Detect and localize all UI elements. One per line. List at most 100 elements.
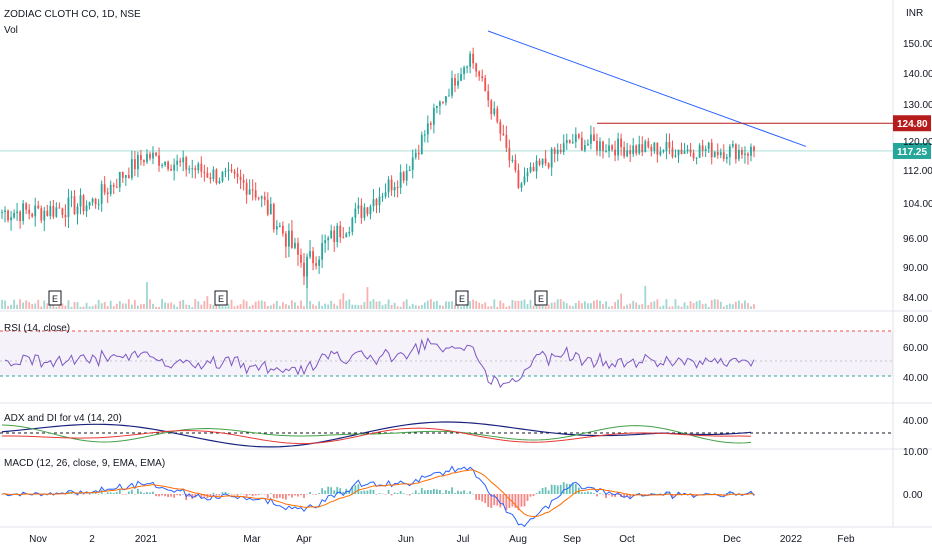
candle-body [91, 198, 94, 203]
volume-bar [550, 302, 553, 309]
macd-histogram-bar [179, 494, 182, 496]
volume-bar [623, 306, 626, 309]
macd-histogram-bar [369, 489, 372, 494]
candle-body [236, 173, 239, 177]
volume-bar [722, 306, 725, 309]
candle-body [668, 141, 671, 148]
rsi-pane [4, 337, 755, 388]
volume-bar [653, 301, 656, 309]
volume-bar [318, 301, 321, 309]
candle-body [164, 161, 166, 165]
volume-bar [185, 304, 188, 309]
candle-body [25, 203, 28, 210]
volume-bar [152, 303, 154, 309]
volume-bar [43, 300, 46, 309]
volume-bar [85, 302, 88, 309]
macd-histogram-bar [381, 493, 384, 495]
macd-pane [1, 465, 755, 528]
volume-bar [64, 305, 67, 309]
candle-body [351, 217, 354, 232]
volume-bar [103, 302, 106, 309]
candle-body [454, 78, 456, 86]
volume-bar [435, 300, 438, 309]
candle-body [617, 138, 619, 156]
macd-histogram-bar [106, 492, 109, 494]
volume-bar [212, 305, 215, 309]
volume-bar [124, 303, 127, 309]
candle-body [103, 184, 106, 193]
macd-histogram-bar [236, 494, 239, 497]
candle-body [565, 140, 568, 144]
macd-label: MACD (12, 26, close, 9, EMA, EMA) [4, 458, 165, 469]
macd-histogram-bar [469, 491, 472, 494]
volume-bar [562, 301, 565, 309]
volume-bar [76, 302, 79, 309]
volume-bar [617, 299, 619, 309]
candle-body [623, 147, 626, 157]
volume-bar [266, 305, 269, 309]
macd-histogram-bar [614, 494, 616, 497]
volume-bar [532, 305, 535, 309]
volume-bar [541, 305, 544, 309]
volume-bar [475, 301, 478, 309]
volume-bar [644, 285, 647, 309]
candlesticks[interactable] [1, 47, 755, 288]
volume-bar [586, 303, 589, 309]
volume-bar [499, 300, 502, 309]
rsi-label: RSI (14, close) [4, 323, 70, 334]
macd-histogram-bar [605, 494, 607, 499]
candle-body [725, 157, 728, 159]
volume-bar [490, 306, 493, 309]
volume-bar [747, 303, 749, 309]
volume-bar [22, 302, 25, 309]
volume-bar [254, 301, 257, 309]
volume-bar [215, 304, 218, 309]
volume-bar [278, 306, 281, 309]
price-tick-label: 120.00 [903, 137, 932, 148]
candle-body [109, 184, 112, 195]
macd-histogram-bar [143, 493, 145, 494]
macd-histogram-bar [242, 494, 245, 495]
candle-body [4, 210, 6, 212]
time-tick-label: 2022 [780, 534, 803, 545]
volume-bar [629, 303, 632, 309]
candle-body [442, 101, 444, 103]
price-tick-label: 84.00 [903, 293, 928, 304]
macd-histogram-bar [354, 485, 357, 494]
macd-histogram-bar [49, 492, 52, 494]
macd-histogram-bar [1, 494, 3, 495]
candle-body [188, 168, 191, 170]
current-price-badge [893, 142, 931, 159]
macd-histogram-bar [309, 491, 311, 494]
volume-bar [683, 302, 686, 309]
macd-histogram-bar [182, 493, 185, 495]
macd-histogram-bar [284, 494, 287, 500]
candle-body [731, 144, 734, 147]
volume-bar [251, 304, 254, 309]
candle-body [266, 199, 269, 215]
candle-body [580, 137, 583, 151]
macd-histogram-bar [112, 492, 115, 494]
candle-body [221, 171, 224, 182]
volume-bar [106, 306, 109, 309]
candle-body [321, 243, 324, 260]
macd-histogram-bar [230, 494, 233, 495]
macd-histogram-bar [626, 494, 629, 497]
volume-bar [312, 304, 314, 309]
volume-bar [523, 299, 526, 309]
volume-bar [620, 293, 623, 309]
volume-bar [73, 301, 76, 309]
volume-bar [686, 305, 689, 309]
candle-body [417, 152, 420, 155]
macd-histogram-bar [115, 492, 118, 494]
candle-body [233, 171, 236, 174]
macd-histogram-bar [127, 491, 130, 494]
candle-body [242, 180, 245, 183]
volume-bar [707, 306, 710, 309]
candle-body [315, 263, 317, 266]
time-tick-label: Dec [723, 534, 741, 545]
candle-body [472, 53, 475, 64]
volume-bar [248, 306, 251, 309]
macd-histogram-bar [140, 491, 142, 494]
